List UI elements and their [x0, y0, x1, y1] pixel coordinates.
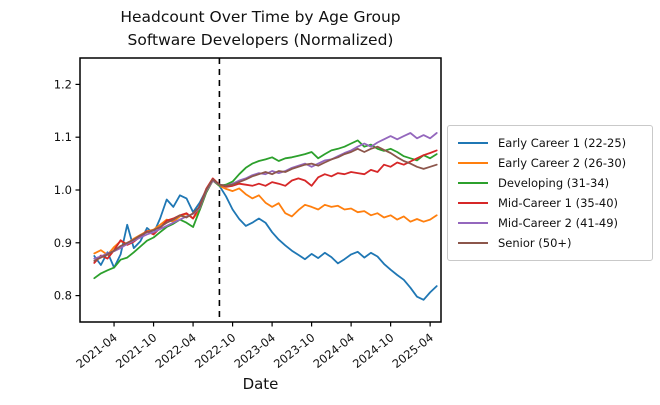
- x-tick-label: 2023-10: [271, 330, 317, 371]
- series-line-senior-50: [93, 145, 438, 262]
- legend-line-swatch: [458, 142, 488, 144]
- legend-line-swatch: [458, 222, 488, 224]
- series-line-early-career-1-22-25: [93, 178, 438, 301]
- legend-entry: Developing (31-34): [454, 173, 646, 193]
- series-line-mid-career-2-41-49: [93, 132, 438, 260]
- legend-label: Early Career 2 (26-30): [498, 156, 627, 170]
- legend-label: Mid-Career 2 (41-49): [498, 216, 619, 230]
- series-line-early-career-2-26-30: [93, 179, 438, 256]
- chart-title-line1: Headcount Over Time by Age Group: [120, 8, 401, 26]
- legend-line-swatch: [458, 202, 488, 204]
- legend-label: Developing (31-34): [498, 176, 610, 190]
- legend-label: Mid-Career 1 (35-40): [498, 196, 619, 210]
- series-line-mid-career-1-35-40: [93, 149, 438, 264]
- chart-legend: Early Career 1 (22-25) Early Career 2 (26…: [447, 125, 653, 261]
- y-tick-label: 0.8: [54, 289, 72, 303]
- x-tick-label: 2024-10: [350, 330, 396, 371]
- legend-label: Senior (50+): [498, 236, 572, 250]
- y-tick-label: 0.9: [54, 236, 72, 250]
- x-tick-label: 2022-04: [152, 330, 198, 371]
- legend-entry: Early Career 1 (22-25): [454, 133, 646, 153]
- y-tick-label: 1.2: [54, 77, 72, 91]
- legend-entry: Senior (50+): [454, 233, 646, 253]
- plot-border: [79, 57, 442, 323]
- legend-label: Early Career 1 (22-25): [498, 136, 627, 150]
- x-axis-label: Date: [243, 375, 279, 393]
- legend-line-swatch: [458, 162, 488, 164]
- series-line-developing-31-34: [93, 139, 438, 280]
- legend-entry: Mid-Career 2 (41-49): [454, 213, 646, 233]
- x-tick-label: 2025-04: [389, 330, 435, 371]
- x-tick-label: 2021-10: [113, 330, 159, 371]
- legend-line-swatch: [458, 182, 488, 184]
- x-tick-label: 2023-04: [231, 330, 277, 371]
- x-tick-label: 2021-04: [73, 330, 119, 371]
- x-tick-label: 2022-10: [192, 330, 238, 371]
- legend-line-swatch: [458, 242, 488, 244]
- x-tick-label: 2024-04: [310, 330, 356, 371]
- y-tick-label: 1.1: [54, 130, 72, 144]
- y-tick-label: 1.0: [54, 183, 72, 197]
- chart-title-line2: Software Developers (Normalized): [127, 31, 394, 49]
- chart-title: Headcount Over Time by Age Group Softwar…: [80, 6, 441, 52]
- legend-entry: Early Career 2 (26-30): [454, 153, 646, 173]
- legend-entry: Mid-Career 1 (35-40): [454, 193, 646, 213]
